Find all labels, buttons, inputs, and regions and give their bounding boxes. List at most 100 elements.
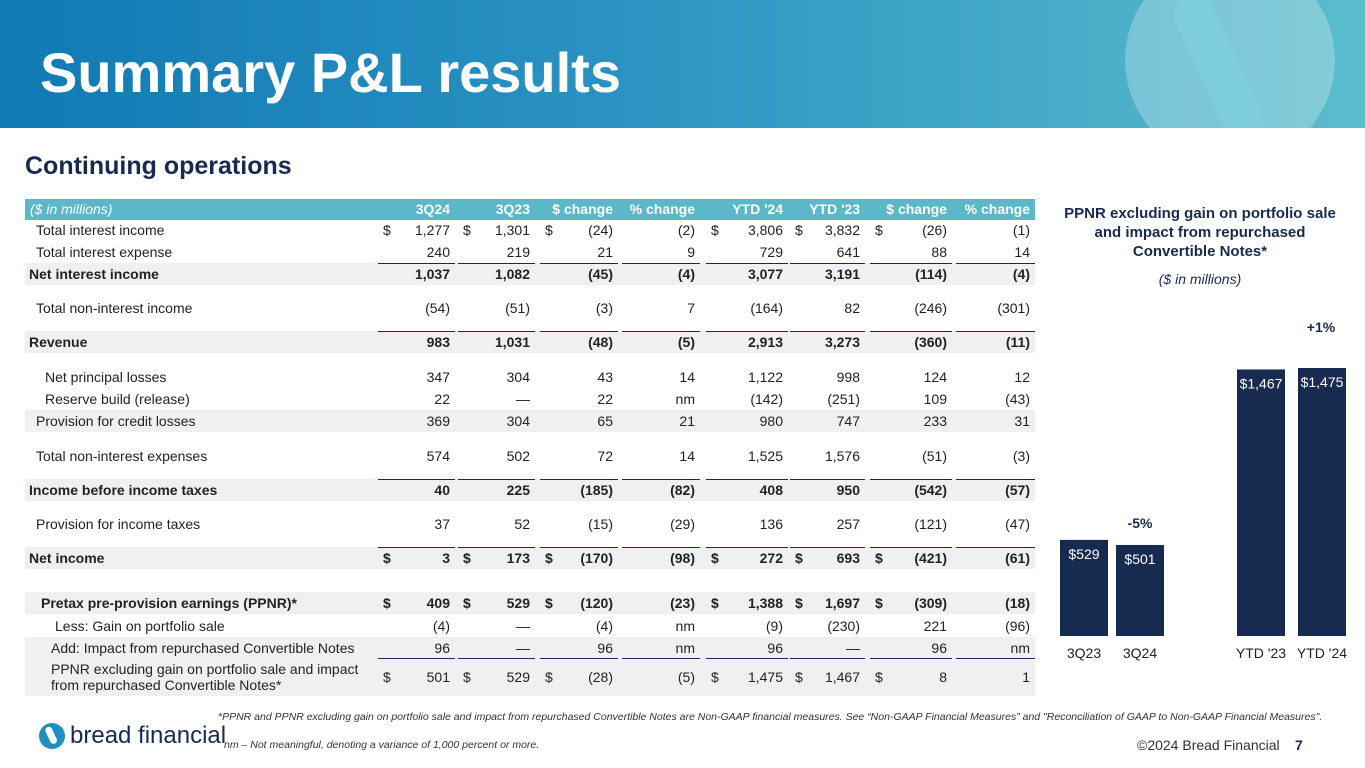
cell-value: 82 bbox=[844, 300, 860, 316]
cell-value: 52 bbox=[514, 516, 530, 532]
row-label: Total interest expense bbox=[36, 244, 173, 260]
cell-value: (48) bbox=[588, 334, 613, 350]
cell-rule bbox=[706, 263, 788, 264]
cell-value: 1 bbox=[1022, 669, 1030, 685]
cell-value: (11) bbox=[1005, 334, 1030, 350]
cell-value: (3) bbox=[595, 300, 613, 316]
cell-value: 1,277 bbox=[414, 222, 450, 238]
cell-value: 9 bbox=[687, 244, 695, 260]
cell-value: (301) bbox=[997, 300, 1030, 316]
currency-sign: $ bbox=[795, 550, 803, 566]
bar bbox=[1237, 369, 1285, 636]
cell-value: (98) bbox=[670, 550, 695, 566]
bar-label: $1,467 bbox=[1240, 375, 1283, 391]
cell-rule bbox=[956, 479, 1035, 480]
row-bg bbox=[25, 547, 1035, 569]
chart-subtitle: ($ in millions) bbox=[1159, 271, 1241, 287]
cell-value: 14 bbox=[679, 369, 695, 385]
cell-value: 1,301 bbox=[494, 222, 530, 238]
cell-value: 14 bbox=[1014, 244, 1030, 260]
cell-value: 22 bbox=[597, 391, 613, 407]
cell-value: 304 bbox=[506, 413, 530, 429]
cell-value: 1,388 bbox=[747, 595, 783, 611]
cell-value: 72 bbox=[597, 448, 613, 464]
page-number: 7 bbox=[1295, 737, 1303, 753]
cell-rule bbox=[870, 263, 952, 264]
cell-value: (43) bbox=[1005, 391, 1030, 407]
cell-value: (230) bbox=[827, 618, 860, 634]
cell-value: (4) bbox=[595, 618, 613, 634]
currency-sign: $ bbox=[795, 222, 803, 238]
cell-value: 96 bbox=[434, 640, 450, 656]
cell-value: 347 bbox=[426, 369, 450, 385]
row-label: Reserve build (release) bbox=[45, 391, 190, 407]
cell-value: 3,191 bbox=[824, 266, 860, 282]
cell-value: (246) bbox=[914, 300, 947, 316]
cell-value: (542) bbox=[914, 482, 947, 498]
currency-sign: $ bbox=[875, 550, 883, 566]
footnote: *PPNR and PPNR excluding gain on portfol… bbox=[218, 711, 1323, 723]
row-bg bbox=[25, 637, 1035, 659]
cell-value: 3,273 bbox=[824, 334, 860, 350]
currency-sign: $ bbox=[383, 550, 391, 566]
cell-value: 1,031 bbox=[494, 334, 530, 350]
cell-rule bbox=[458, 263, 535, 264]
cell-rule bbox=[790, 479, 865, 480]
cell-value: 109 bbox=[923, 391, 947, 407]
cell-value: 225 bbox=[506, 482, 530, 498]
currency-sign: $ bbox=[545, 669, 553, 685]
logo-watermark bbox=[1125, 0, 1335, 128]
cell-value: (5) bbox=[677, 669, 695, 685]
cell-rule bbox=[622, 547, 700, 548]
currency-sign: $ bbox=[795, 669, 803, 685]
cell-value: (29) bbox=[670, 516, 695, 532]
cell-value: (4) bbox=[677, 266, 695, 282]
cell-value: 574 bbox=[426, 448, 450, 464]
currency-sign: $ bbox=[545, 222, 553, 238]
cell-value: (309) bbox=[914, 595, 947, 611]
cell-value: 408 bbox=[759, 482, 783, 498]
cell-value: 96 bbox=[767, 640, 783, 656]
cell-rule bbox=[956, 658, 1035, 659]
cell-rule bbox=[790, 263, 865, 264]
cell-value: 501 bbox=[426, 669, 450, 685]
row-label: Net income bbox=[29, 550, 105, 566]
currency-sign: $ bbox=[711, 550, 719, 566]
row-label: Total interest income bbox=[36, 222, 165, 238]
cell-rule bbox=[956, 547, 1035, 548]
currency-sign: $ bbox=[383, 595, 391, 611]
cell-value: (114) bbox=[915, 266, 947, 282]
cell-value: 641 bbox=[836, 244, 860, 260]
row-label: Total non-interest income bbox=[36, 300, 193, 316]
row-bg bbox=[25, 658, 1035, 696]
cell-value: 502 bbox=[506, 448, 530, 464]
currency-sign: $ bbox=[383, 669, 391, 685]
cell-value: (185) bbox=[580, 482, 613, 498]
change-annotation: +1% bbox=[1307, 319, 1336, 335]
column-header: YTD '24 bbox=[732, 201, 783, 217]
row-label: Income before income taxes bbox=[29, 482, 218, 498]
header-band bbox=[0, 0, 1365, 128]
bar bbox=[1116, 544, 1164, 636]
row-label: Less: Gain on portfolio sale bbox=[55, 618, 225, 634]
cell-value: 240 bbox=[426, 244, 450, 260]
currency-sign: $ bbox=[463, 550, 471, 566]
currency-sign: $ bbox=[711, 595, 719, 611]
cell-rule bbox=[706, 658, 788, 659]
column-header: ($ in millions) bbox=[30, 201, 113, 217]
cell-value: (2) bbox=[677, 222, 695, 238]
cell-value: (18) bbox=[1005, 595, 1030, 611]
cell-value: 1,082 bbox=[494, 266, 530, 282]
column-header: $ change bbox=[552, 201, 613, 217]
currency-sign: $ bbox=[711, 669, 719, 685]
currency-sign: $ bbox=[545, 550, 553, 566]
cell-rule bbox=[458, 331, 535, 332]
row-bg bbox=[25, 331, 1035, 353]
cell-value: 233 bbox=[923, 413, 947, 429]
cell-value: nm bbox=[675, 640, 695, 656]
row-label: Net interest income bbox=[29, 266, 159, 282]
category-label: YTD '24 bbox=[1297, 645, 1347, 661]
cell-value: (1) bbox=[1012, 222, 1030, 238]
cell-value: 1,037 bbox=[414, 266, 450, 282]
cell-value: 88 bbox=[931, 244, 947, 260]
